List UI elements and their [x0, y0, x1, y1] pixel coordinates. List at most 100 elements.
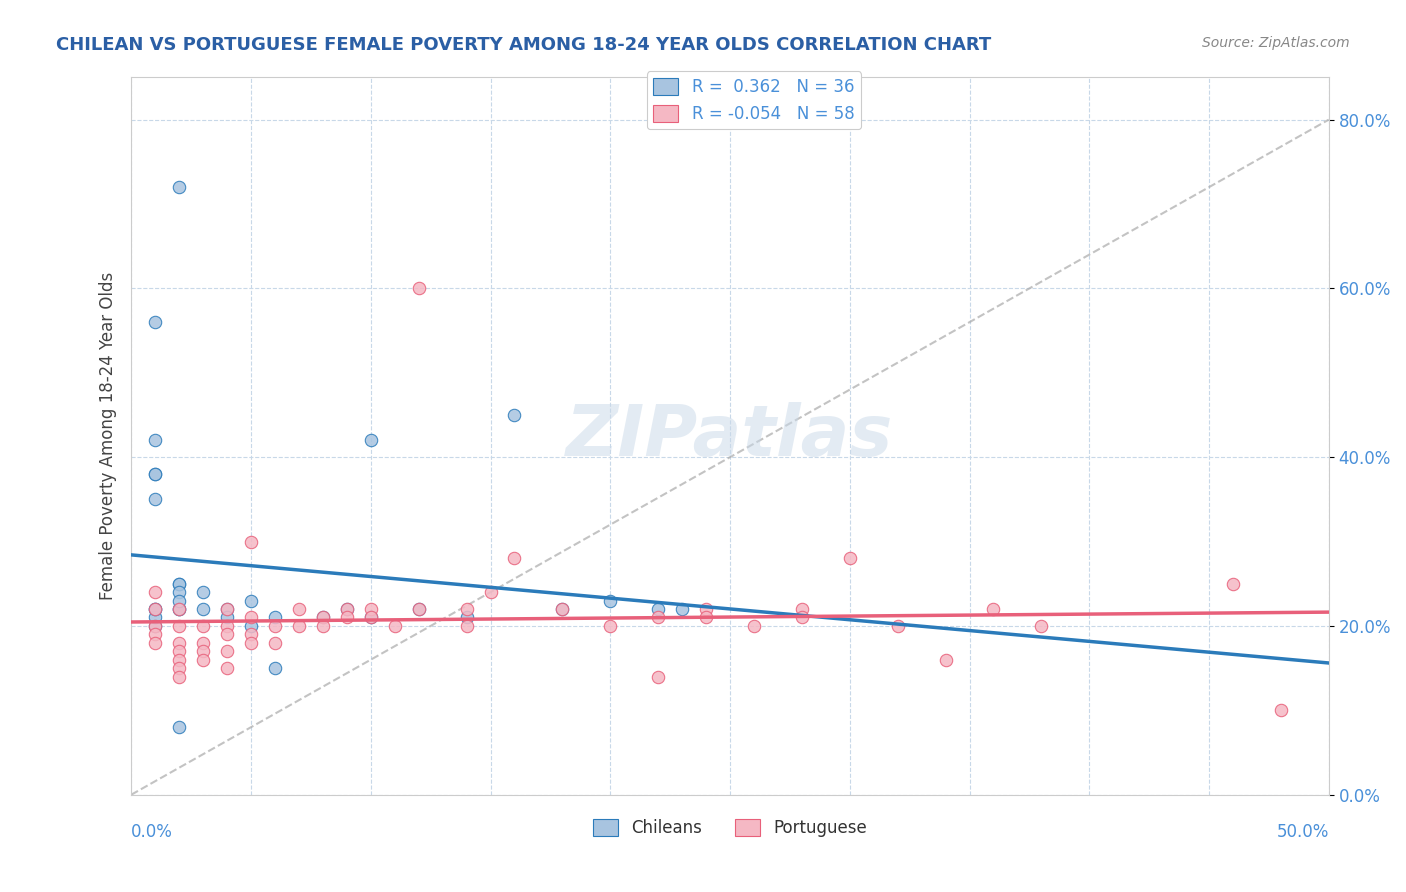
Point: [264, 610, 287, 624]
Point: [935, 653, 957, 667]
Point: [143, 602, 166, 616]
Point: [143, 315, 166, 329]
Point: [599, 593, 621, 607]
Point: [647, 669, 669, 683]
Point: [1031, 619, 1053, 633]
Point: [503, 551, 526, 566]
Point: [215, 610, 238, 624]
Point: [288, 602, 311, 616]
Point: [599, 619, 621, 633]
Legend: Chileans, Portuguese: Chileans, Portuguese: [586, 813, 875, 844]
Point: [408, 602, 430, 616]
Point: [240, 627, 263, 641]
Text: ZIPatlas: ZIPatlas: [567, 401, 894, 471]
Point: [288, 619, 311, 633]
Point: [360, 602, 382, 616]
Point: [240, 636, 263, 650]
Point: [167, 602, 190, 616]
Text: 0.0%: 0.0%: [131, 823, 173, 841]
Y-axis label: Female Poverty Among 18-24 Year Olds: Female Poverty Among 18-24 Year Olds: [100, 272, 117, 600]
Point: [240, 619, 263, 633]
Point: [143, 619, 166, 633]
Point: [167, 661, 190, 675]
Point: [408, 281, 430, 295]
Point: [790, 610, 813, 624]
Point: [143, 636, 166, 650]
Point: [215, 644, 238, 658]
Point: [215, 602, 238, 616]
Point: [167, 619, 190, 633]
Point: [790, 602, 813, 616]
Point: [240, 593, 263, 607]
Point: [1222, 576, 1244, 591]
Point: [143, 627, 166, 641]
Point: [191, 644, 214, 658]
Point: [312, 610, 335, 624]
Point: [384, 619, 406, 633]
Point: [264, 619, 287, 633]
Point: [551, 602, 574, 616]
Point: [143, 585, 166, 599]
Point: [167, 180, 190, 194]
Point: [167, 636, 190, 650]
Point: [551, 602, 574, 616]
Point: [264, 661, 287, 675]
Point: [742, 619, 765, 633]
Point: [191, 653, 214, 667]
Point: [215, 627, 238, 641]
Point: [167, 669, 190, 683]
Point: [336, 602, 359, 616]
Point: [143, 467, 166, 481]
Point: [167, 602, 190, 616]
Point: [191, 602, 214, 616]
Point: [838, 551, 860, 566]
Point: [167, 593, 190, 607]
Point: [167, 602, 190, 616]
Point: [695, 602, 717, 616]
Point: [695, 610, 717, 624]
Point: [143, 434, 166, 448]
Point: [167, 644, 190, 658]
Point: [143, 467, 166, 481]
Point: [360, 610, 382, 624]
Point: [312, 610, 335, 624]
Point: [456, 610, 478, 624]
Point: [191, 636, 214, 650]
Point: [647, 602, 669, 616]
Point: [143, 602, 166, 616]
Point: [191, 619, 214, 633]
Point: [671, 602, 693, 616]
Point: [143, 610, 166, 624]
Point: [167, 653, 190, 667]
Point: [360, 434, 382, 448]
Point: [264, 636, 287, 650]
Point: [143, 619, 166, 633]
Point: [408, 602, 430, 616]
Point: [456, 619, 478, 633]
Point: [360, 610, 382, 624]
Text: 50.0%: 50.0%: [1277, 823, 1329, 841]
Point: [647, 610, 669, 624]
Text: CHILEAN VS PORTUGUESE FEMALE POVERTY AMONG 18-24 YEAR OLDS CORRELATION CHART: CHILEAN VS PORTUGUESE FEMALE POVERTY AMO…: [56, 36, 991, 54]
Point: [167, 576, 190, 591]
Point: [191, 585, 214, 599]
Point: [167, 576, 190, 591]
Point: [479, 585, 502, 599]
Point: [312, 619, 335, 633]
Point: [1270, 703, 1292, 717]
Point: [215, 602, 238, 616]
Point: [167, 585, 190, 599]
Text: Source: ZipAtlas.com: Source: ZipAtlas.com: [1202, 36, 1350, 50]
Point: [167, 720, 190, 734]
Point: [983, 602, 1005, 616]
Point: [336, 602, 359, 616]
Point: [240, 534, 263, 549]
Point: [456, 602, 478, 616]
Point: [215, 661, 238, 675]
Point: [143, 492, 166, 507]
Point: [886, 619, 908, 633]
Point: [215, 619, 238, 633]
Point: [503, 408, 526, 422]
Point: [143, 602, 166, 616]
Point: [336, 610, 359, 624]
